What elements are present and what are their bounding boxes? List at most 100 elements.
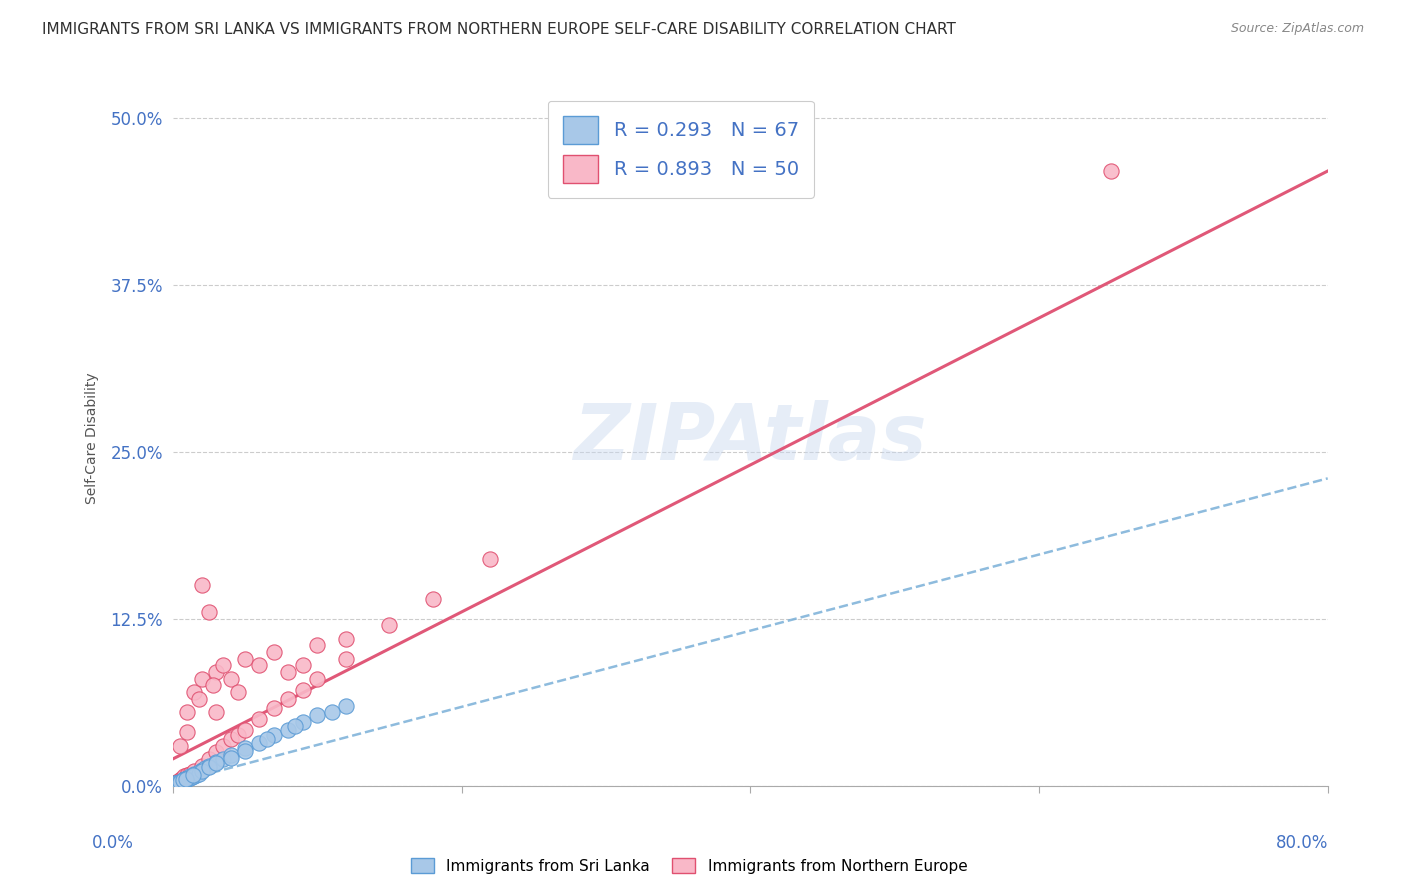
Point — [169, 774, 191, 789]
Point — [183, 769, 205, 783]
Point — [378, 618, 401, 632]
Point — [291, 658, 314, 673]
Point — [174, 771, 197, 785]
Point — [166, 776, 188, 790]
Point — [205, 756, 228, 770]
Point — [174, 772, 197, 787]
Point — [205, 665, 228, 680]
Point — [205, 705, 228, 719]
Point — [190, 758, 212, 772]
Point — [226, 685, 249, 699]
Point — [176, 771, 198, 785]
Point — [167, 775, 190, 789]
Point — [226, 728, 249, 742]
Point — [169, 739, 191, 753]
Point — [176, 768, 198, 782]
Point — [183, 766, 205, 780]
Point — [291, 714, 314, 729]
Point — [219, 672, 242, 686]
Point — [233, 723, 256, 737]
Point — [198, 752, 221, 766]
Point — [176, 705, 198, 719]
Point — [335, 652, 357, 666]
Point — [219, 747, 242, 762]
Point — [307, 707, 329, 722]
Point — [166, 777, 188, 791]
Point — [479, 551, 502, 566]
Point — [163, 777, 186, 791]
Point — [165, 777, 187, 791]
Point — [180, 770, 202, 784]
Point — [173, 772, 195, 786]
Point — [233, 741, 256, 756]
Point — [219, 750, 242, 764]
Text: 80.0%: 80.0% — [1277, 834, 1329, 852]
Point — [172, 773, 194, 788]
Point — [179, 769, 201, 783]
Point — [181, 768, 204, 782]
Point — [170, 772, 193, 786]
Point — [170, 777, 193, 791]
Point — [166, 777, 188, 791]
Text: IMMIGRANTS FROM SRI LANKA VS IMMIGRANTS FROM NORTHERN EUROPE SELF-CARE DISABILIT: IMMIGRANTS FROM SRI LANKA VS IMMIGRANTS … — [42, 22, 956, 37]
Point — [422, 591, 444, 606]
Point — [163, 776, 186, 790]
Point — [247, 712, 270, 726]
Point — [256, 731, 278, 746]
Point — [277, 723, 299, 737]
Point — [172, 774, 194, 789]
Point — [193, 761, 215, 775]
Point — [263, 645, 285, 659]
Point — [169, 776, 191, 790]
Point — [165, 774, 187, 789]
Point — [219, 731, 242, 746]
Point — [202, 678, 225, 692]
Point — [163, 778, 186, 792]
Text: Source: ZipAtlas.com: Source: ZipAtlas.com — [1230, 22, 1364, 36]
Point — [205, 755, 228, 769]
Point — [321, 705, 343, 719]
Point — [263, 728, 285, 742]
Point — [177, 772, 200, 786]
Point — [284, 718, 307, 732]
Point — [176, 725, 198, 739]
Point — [187, 765, 209, 780]
Point — [167, 777, 190, 791]
Point — [335, 698, 357, 713]
Point — [233, 652, 256, 666]
Point — [335, 632, 357, 646]
Point — [198, 758, 221, 772]
Point — [187, 691, 209, 706]
Point — [198, 605, 221, 619]
Point — [183, 685, 205, 699]
Point — [176, 772, 198, 786]
Point — [247, 736, 270, 750]
Point — [166, 776, 188, 790]
Point — [212, 739, 235, 753]
Point — [170, 774, 193, 789]
Point — [169, 773, 191, 788]
Point — [172, 773, 194, 788]
Point — [212, 752, 235, 766]
Point — [166, 777, 188, 791]
Point — [291, 682, 314, 697]
Point — [163, 777, 186, 791]
Point — [166, 776, 188, 790]
Point — [163, 777, 186, 791]
Point — [233, 744, 256, 758]
Point — [165, 776, 187, 790]
Point — [190, 672, 212, 686]
Point — [205, 745, 228, 759]
Point — [190, 578, 212, 592]
Point — [165, 778, 187, 792]
Point — [184, 768, 207, 782]
Point — [277, 665, 299, 680]
Point — [190, 764, 212, 778]
Point — [170, 776, 193, 790]
Point — [172, 774, 194, 789]
Point — [190, 763, 212, 777]
Point — [198, 760, 221, 774]
Point — [187, 766, 209, 780]
Point — [1099, 164, 1122, 178]
Point — [212, 658, 235, 673]
